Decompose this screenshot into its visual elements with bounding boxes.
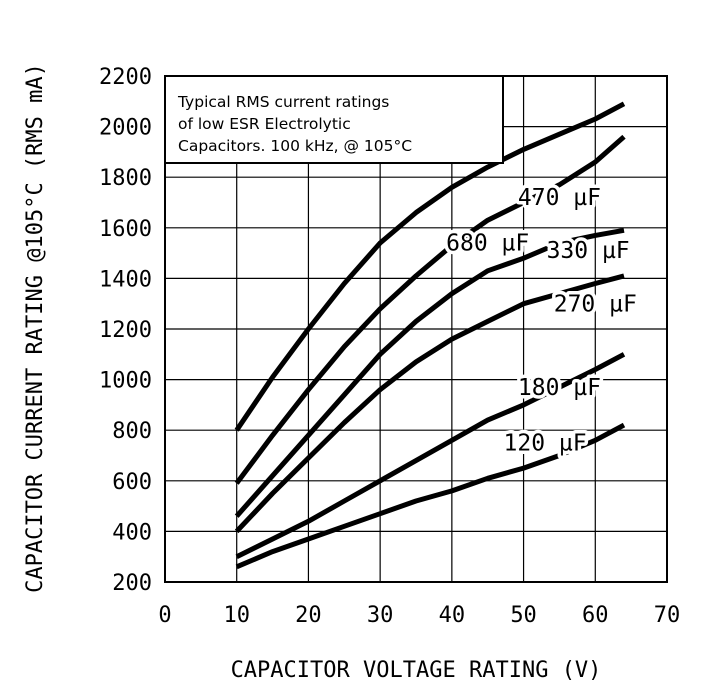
annotation-frame [164, 75, 504, 164]
y-tick-label: 1800 [99, 166, 152, 191]
series-label: 180 µF [518, 375, 601, 401]
y-tick-label: 2200 [99, 65, 152, 90]
series-line [234, 134, 626, 485]
x-tick-label: 0 [158, 603, 171, 628]
series-lines [234, 101, 626, 570]
series-line [234, 101, 626, 432]
x-tick-label: 60 [582, 603, 609, 628]
series-label: 680 µF [446, 231, 529, 257]
x-tick-label: 70 [654, 603, 681, 628]
y-tick-label: 200 [112, 571, 152, 596]
y-tick-label: 400 [112, 520, 152, 545]
x-tick-label: 30 [367, 603, 394, 628]
series-label: 330 µF [547, 238, 630, 264]
annotation-line: Typical RMS current ratings [177, 93, 389, 111]
y-tick-label: 2000 [99, 116, 152, 141]
series-label: 120 µF [504, 430, 587, 456]
x-tick-label: 50 [510, 603, 537, 628]
annotation-line: Capacitors. 100 kHz, @ 105°C [178, 137, 412, 155]
series-line [235, 352, 626, 559]
series-label: 270 µF [554, 291, 637, 317]
series-labels: 680 µF 470 µF 330 µF 270 µF 180 µF 120 µF [443, 182, 641, 460]
x-tick-labels: 0 10 20 30 40 50 60 70 [158, 603, 680, 628]
series-line [235, 422, 626, 570]
x-tick-label: 20 [295, 603, 322, 628]
x-tick-label: 40 [439, 603, 466, 628]
y-tick-label: 1200 [99, 318, 152, 343]
y-tick-label: 1400 [99, 267, 152, 292]
series-line [234, 273, 625, 534]
y-tick-label: 600 [112, 470, 152, 495]
series-label: 470 µF [518, 185, 601, 211]
y-tick-label: 800 [112, 419, 152, 444]
y-tick-label: 1000 [99, 369, 152, 394]
y-tick-labels: 200 400 600 800 1000 1200 1400 1600 1800 2000 2200 [99, 65, 152, 596]
annotation-line: of low ESR Electrolytic [178, 115, 351, 133]
series-line [234, 227, 625, 518]
x-axis-title: CAPACITOR VOLTAGE RATING (V) [231, 658, 602, 683]
x-tick-label: 10 [223, 603, 250, 628]
y-tick-label: 1600 [99, 217, 152, 242]
y-axis-title: CAPACITOR CURRENT RATING @105°C (RMS mA) [23, 63, 48, 593]
annotation-box: Typical RMS current ratings of low ESR E… [164, 75, 504, 164]
